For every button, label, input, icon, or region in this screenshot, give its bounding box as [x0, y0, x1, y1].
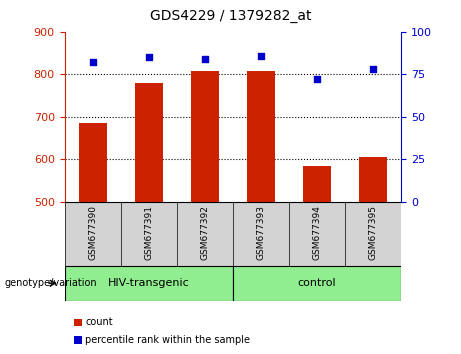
Text: percentile rank within the sample: percentile rank within the sample [85, 335, 250, 345]
Bar [74, 336, 82, 344]
Bar [247, 71, 275, 202]
Point [89, 59, 96, 65]
Text: GDS4229 / 1379282_at: GDS4229 / 1379282_at [150, 9, 311, 23]
Bar [233, 266, 401, 301]
Text: GSM677391: GSM677391 [144, 205, 153, 260]
Bar [303, 166, 331, 202]
Text: HIV-transgenic: HIV-transgenic [108, 278, 189, 288]
Text: GSM677393: GSM677393 [256, 205, 266, 260]
Point [257, 53, 265, 58]
Text: GSM677390: GSM677390 [88, 205, 97, 260]
Bar [78, 123, 106, 202]
Text: control: control [298, 278, 336, 288]
Point [145, 55, 152, 60]
Bar [135, 83, 163, 202]
Text: GSM677392: GSM677392 [200, 205, 209, 260]
Text: genotype/variation: genotype/variation [5, 278, 97, 288]
Bar [65, 266, 233, 301]
Point [313, 76, 321, 82]
Text: count: count [85, 317, 113, 327]
Bar [74, 319, 82, 326]
Bar [191, 71, 219, 202]
Point [201, 56, 208, 62]
Text: GSM677394: GSM677394 [313, 205, 321, 260]
Point [369, 67, 377, 72]
Bar [359, 157, 387, 202]
Text: GSM677395: GSM677395 [368, 205, 378, 260]
